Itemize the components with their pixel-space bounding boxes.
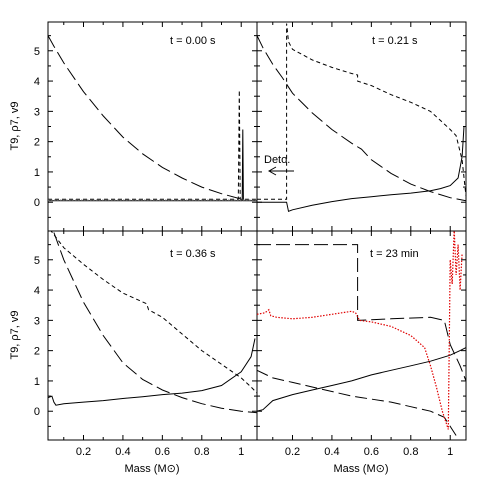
y-tick-label-2: 2 — [34, 137, 40, 149]
x-tick-label-0.8: 0.8 — [403, 446, 418, 458]
panel-frame — [256, 230, 467, 441]
panel-frame — [47, 230, 258, 441]
y-tick-label-4: 4 — [34, 285, 40, 297]
y-axis-label-top: T9, ρ7, v9 — [9, 101, 21, 150]
x-tick-label-0.8: 0.8 — [194, 446, 209, 458]
time-label: t = 0.36 s — [170, 248, 216, 260]
y-tick-label-0: 0 — [34, 197, 40, 209]
y-tick-label-5: 5 — [34, 255, 40, 267]
panel-t-23min: 0.2 0.4 0.6 0.8 1 t = 23 min — [256, 230, 467, 458]
series-line-long-dash-0 — [257, 244, 466, 382]
series-line-dot-3 — [257, 231, 463, 430]
y-tick-label-3: 3 — [34, 315, 40, 327]
x-tick-label-0.6: 0.6 — [155, 446, 170, 458]
series-line-short-dash-1 — [50, 231, 257, 394]
panel-t-0-21s: t = 0.21 s Deto. — [256, 21, 467, 232]
x-tick-label-0.6: 0.6 — [364, 446, 379, 458]
detonation-arrow — [267, 166, 294, 176]
x-tick-label-0.2: 0.2 — [76, 446, 91, 458]
series-line-long-dash-0 — [53, 232, 257, 414]
x-tick-label-0.4: 0.4 — [115, 446, 130, 458]
series-line-long-dash-0 — [257, 35, 466, 202]
y-axis-label-bottom: T9, ρ7, v9 — [9, 310, 21, 359]
detonation-annotation: Deto. — [264, 154, 290, 166]
panel-t-0-36s: 0 1 2 3 4 5 0.2 0.4 0.6 0.8 1 t = 0.36 s — [34, 230, 258, 458]
series-line-solid-2 — [48, 338, 256, 406]
panel-t-0-00s: 0 1 2 3 4 5 t = 0.00 s — [34, 21, 258, 232]
series-line-long-dash-thin-1 — [257, 369, 457, 436]
y-tick-label-0: 0 — [34, 406, 40, 418]
y-tick-label-5: 5 — [34, 46, 40, 58]
series-line-long-dash-0 — [48, 35, 246, 200]
x-tick-label-0.4: 0.4 — [324, 446, 339, 458]
series-line-short-dash-1 — [257, 23, 466, 200]
series-line-solid-2 — [257, 126, 465, 212]
y-tick-label-2: 2 — [34, 346, 40, 358]
series-line-short-dash-1 — [48, 90, 257, 200]
y-tick-label-1: 1 — [34, 167, 40, 179]
x-axis-label-right: Mass (M⊙) — [333, 463, 388, 475]
x-axis-label-left: Mass (M⊙) — [124, 463, 179, 475]
time-label: t = 0.21 s — [372, 35, 418, 47]
panel-frame — [256, 21, 467, 232]
y-tick-label-4: 4 — [34, 76, 40, 88]
x-tick-label-1: 1 — [447, 446, 453, 458]
time-label: t = 0.00 s — [170, 35, 216, 47]
series-line-solid-2 — [48, 129, 257, 202]
x-tick-label-0.2: 0.2 — [285, 446, 300, 458]
y-tick-label-3: 3 — [34, 106, 40, 118]
time-label: t = 23 min — [370, 248, 419, 260]
x-tick-label-1: 1 — [238, 446, 244, 458]
y-tick-label-1: 1 — [34, 376, 40, 388]
series-line-solid-2 — [257, 347, 466, 412]
